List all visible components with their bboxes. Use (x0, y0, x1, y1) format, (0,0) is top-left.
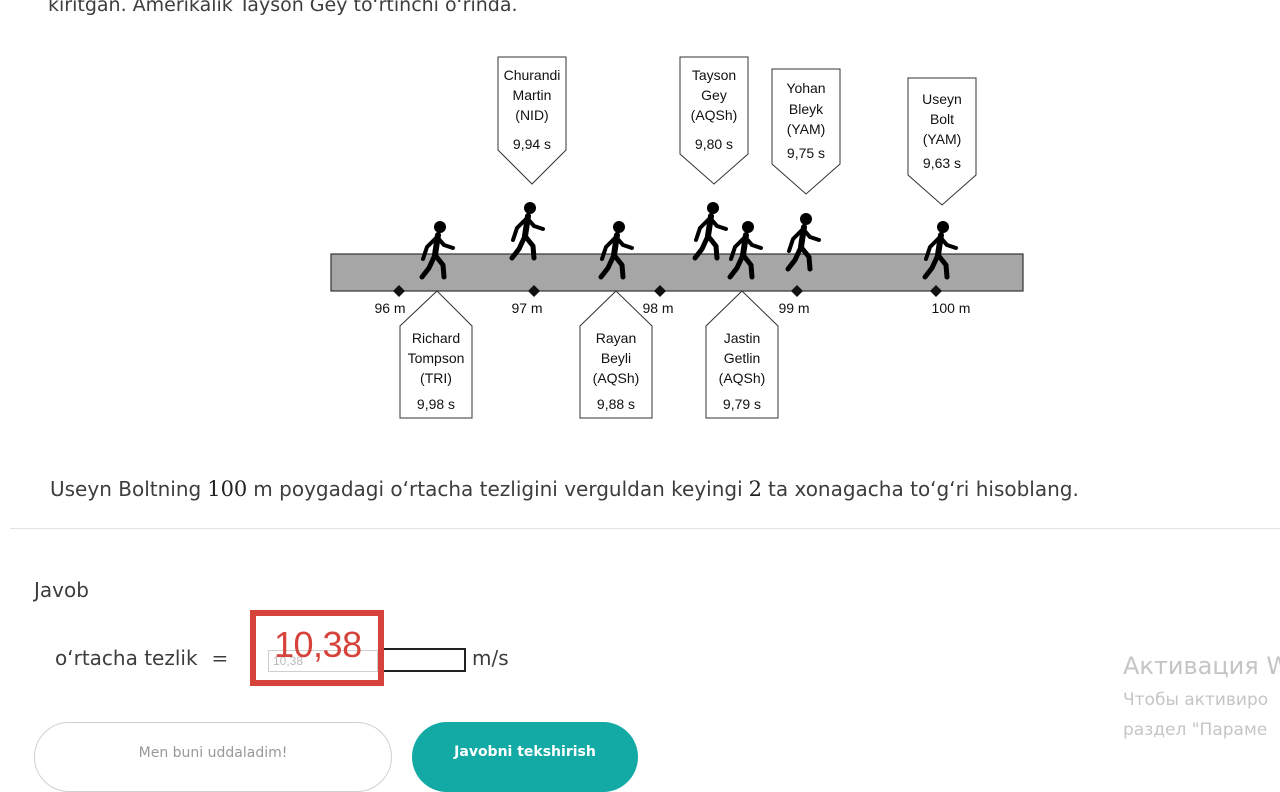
question-part1: Useyn Boltning (50, 477, 202, 501)
unit-label: m/s (472, 646, 509, 670)
svg-text:9,63 s: 9,63 s (923, 155, 961, 171)
svg-text:(TRI): (TRI) (420, 370, 452, 386)
marker-label: 100 m (932, 300, 971, 316)
annotation-answer-text: 10,38 (274, 624, 362, 665)
windows-activation-title: Активация W (1123, 652, 1280, 680)
svg-text:9,94 s: 9,94 s (513, 136, 551, 152)
section-divider (10, 528, 1280, 529)
question-distance: 100 (207, 477, 248, 501)
svg-text:9,88 s: 9,88 s (597, 396, 635, 412)
svg-text:(AQSh): (AQSh) (593, 370, 640, 386)
svg-text:Tompson: Tompson (408, 350, 465, 366)
marker-98: 98 m (642, 285, 674, 316)
svg-text:9,79 s: 9,79 s (723, 396, 761, 412)
runner-icon-martin (512, 202, 543, 258)
callout-beyli: Rayan Beyli (AQSh) 9,88 s (579, 290, 653, 419)
formula-label: o‘rtacha tezlik = (55, 646, 228, 670)
marker-label: 99 m (778, 300, 809, 316)
callout-martin: Churandi Martin (NID) 9,94 s (497, 56, 567, 185)
callout-getlin: Jastin Getlin (AQSh) 9,79 s (705, 290, 779, 419)
self-check-button[interactable]: Men buni uddaladim! (34, 722, 392, 792)
speed-label: o‘rtacha tezlik (55, 646, 198, 670)
marker-97: 97 m (511, 285, 543, 316)
track-bar (330, 253, 1024, 292)
callout-bolt: Useyn Bolt (YAM) 9,63 s (907, 77, 977, 206)
marker-label: 96 m (374, 300, 405, 316)
svg-text:(YAM): (YAM) (923, 131, 962, 147)
question-part2: m poygadagi o‘rtacha tezligini verguldan… (253, 477, 743, 501)
answer-input-small[interactable]: 10,38 (268, 650, 378, 672)
svg-text:Bolt: Bolt (930, 111, 954, 127)
svg-text:(AQSh): (AQSh) (719, 370, 766, 386)
svg-text:Rayan: Rayan (596, 330, 636, 346)
answer-heading: Javob (34, 578, 89, 602)
intro-text: kiritgan. Amerikalik Tayson Gey to‘rtinc… (48, 0, 518, 16)
check-answer-button[interactable]: Javobni tekshirish (412, 722, 638, 792)
svg-text:9,98 s: 9,98 s (417, 396, 455, 412)
race-figure: 96 m 97 m 98 m 99 m 100 m Churandi Marti… (330, 56, 1024, 419)
marker-100: 100 m (930, 285, 970, 316)
svg-text:9,75 s: 9,75 s (787, 145, 825, 161)
runner-icon-gey (695, 202, 726, 258)
svg-text:Churandi: Churandi (504, 67, 561, 83)
svg-text:Useyn: Useyn (922, 91, 962, 107)
callout-tompson: Richard Tompson (TRI) 9,98 s (399, 290, 473, 419)
svg-text:Getlin: Getlin (724, 350, 761, 366)
svg-text:9,80 s: 9,80 s (695, 136, 733, 152)
svg-text:Tayson: Tayson (692, 67, 736, 83)
question-part3: ta xonagacha to‘g‘ri hisoblang. (768, 477, 1079, 501)
svg-text:Bleyk: Bleyk (789, 101, 824, 117)
svg-text:Yohan: Yohan (786, 80, 825, 96)
svg-text:(AQSh): (AQSh) (691, 107, 738, 123)
svg-text:(YAM): (YAM) (787, 121, 826, 137)
svg-text:Richard: Richard (412, 330, 460, 346)
windows-activation-line1: Чтобы активиро (1123, 690, 1269, 710)
windows-activation-line2: раздел "Параме (1123, 720, 1268, 740)
question-text: Useyn Boltning 100 m poygadagi o‘rtacha te… (50, 477, 1079, 501)
callout-gey: Tayson Gey (AQSh) 9,80 s (679, 56, 749, 185)
highlight-annotation-box (250, 610, 384, 686)
svg-text:Beyli: Beyli (601, 350, 631, 366)
marker-96: 96 m (374, 285, 406, 316)
svg-text:Jastin: Jastin (724, 330, 761, 346)
callout-bleyk: Yohan Bleyk (YAM) 9,75 s (771, 68, 841, 195)
svg-text:Martin: Martin (513, 87, 552, 103)
equals-sign: = (211, 646, 229, 670)
svg-text:Gey: Gey (701, 87, 727, 103)
marker-99: 99 m (778, 285, 810, 316)
question-digits: 2 (748, 477, 763, 501)
svg-text:(NID): (NID) (515, 107, 548, 123)
marker-label: 97 m (511, 300, 542, 316)
marker-label: 98 m (642, 300, 673, 316)
answer-input[interactable] (380, 648, 466, 672)
